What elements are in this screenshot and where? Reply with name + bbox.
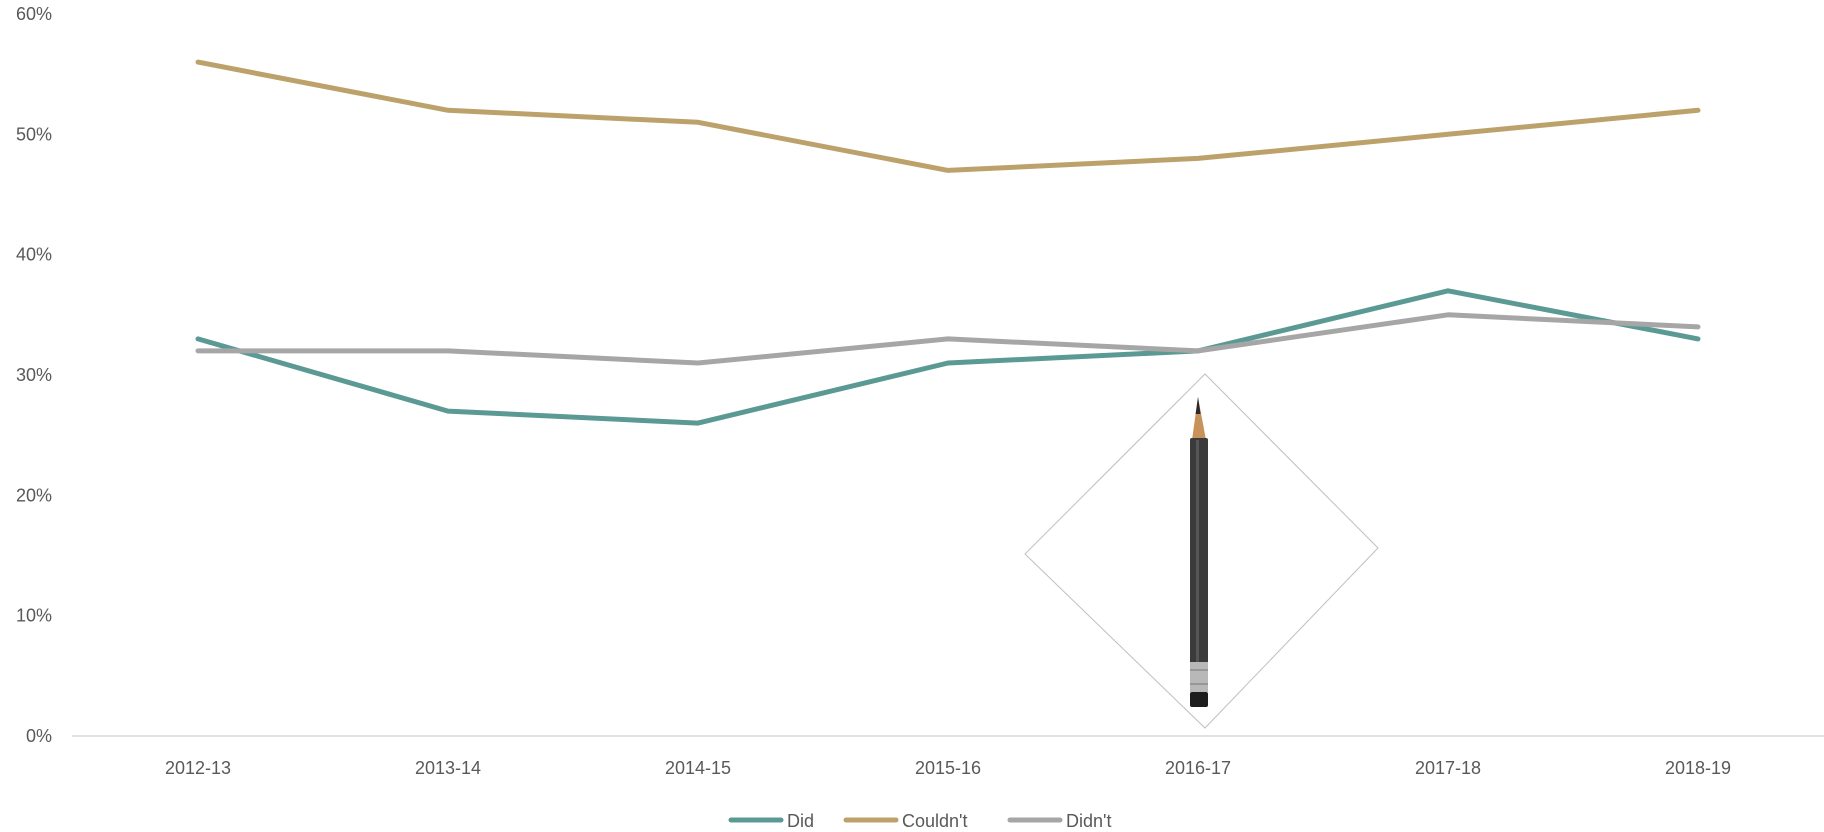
x-tick-label: 2015-16 [915, 758, 981, 778]
y-tick-label: 0% [26, 726, 52, 746]
y-tick-label: 10% [16, 606, 52, 626]
x-tick-label: 2013-14 [415, 758, 481, 778]
x-tick-label: 2012-13 [165, 758, 231, 778]
legend-label: Didn't [1066, 811, 1111, 831]
series-lines [195, 59, 1701, 426]
y-tick-label: 30% [16, 365, 52, 385]
legend-label: Couldn't [902, 811, 967, 831]
pencil-icon [1024, 373, 1379, 729]
series-line-did [195, 288, 1701, 426]
legend: Did Couldn't Didn't [728, 811, 1111, 831]
series-line-didnt [195, 312, 1701, 366]
y-tick-label: 20% [16, 485, 52, 505]
y-tick-label: 40% [16, 245, 52, 265]
legend-item: Didn't [1007, 811, 1111, 831]
legend-label: Did [787, 811, 814, 831]
x-tick-label: 2018-19 [1665, 758, 1731, 778]
y-tick-label: 50% [16, 124, 52, 144]
y-tick-label: 60% [16, 4, 52, 24]
x-tick-label: 2016-17 [1165, 758, 1231, 778]
x-tick-label: 2017-18 [1415, 758, 1481, 778]
legend-item: Did [728, 811, 814, 831]
series-line-couldnt [195, 59, 1701, 173]
legend-item: Couldn't [843, 811, 967, 831]
x-tick-label: 2014-15 [665, 758, 731, 778]
x-axis: 2012-13 2013-14 2014-15 2015-16 2016-17 2017-… [165, 758, 1731, 778]
y-axis: 0% 10% 20% 30% 40% 50% 60% [16, 4, 52, 746]
